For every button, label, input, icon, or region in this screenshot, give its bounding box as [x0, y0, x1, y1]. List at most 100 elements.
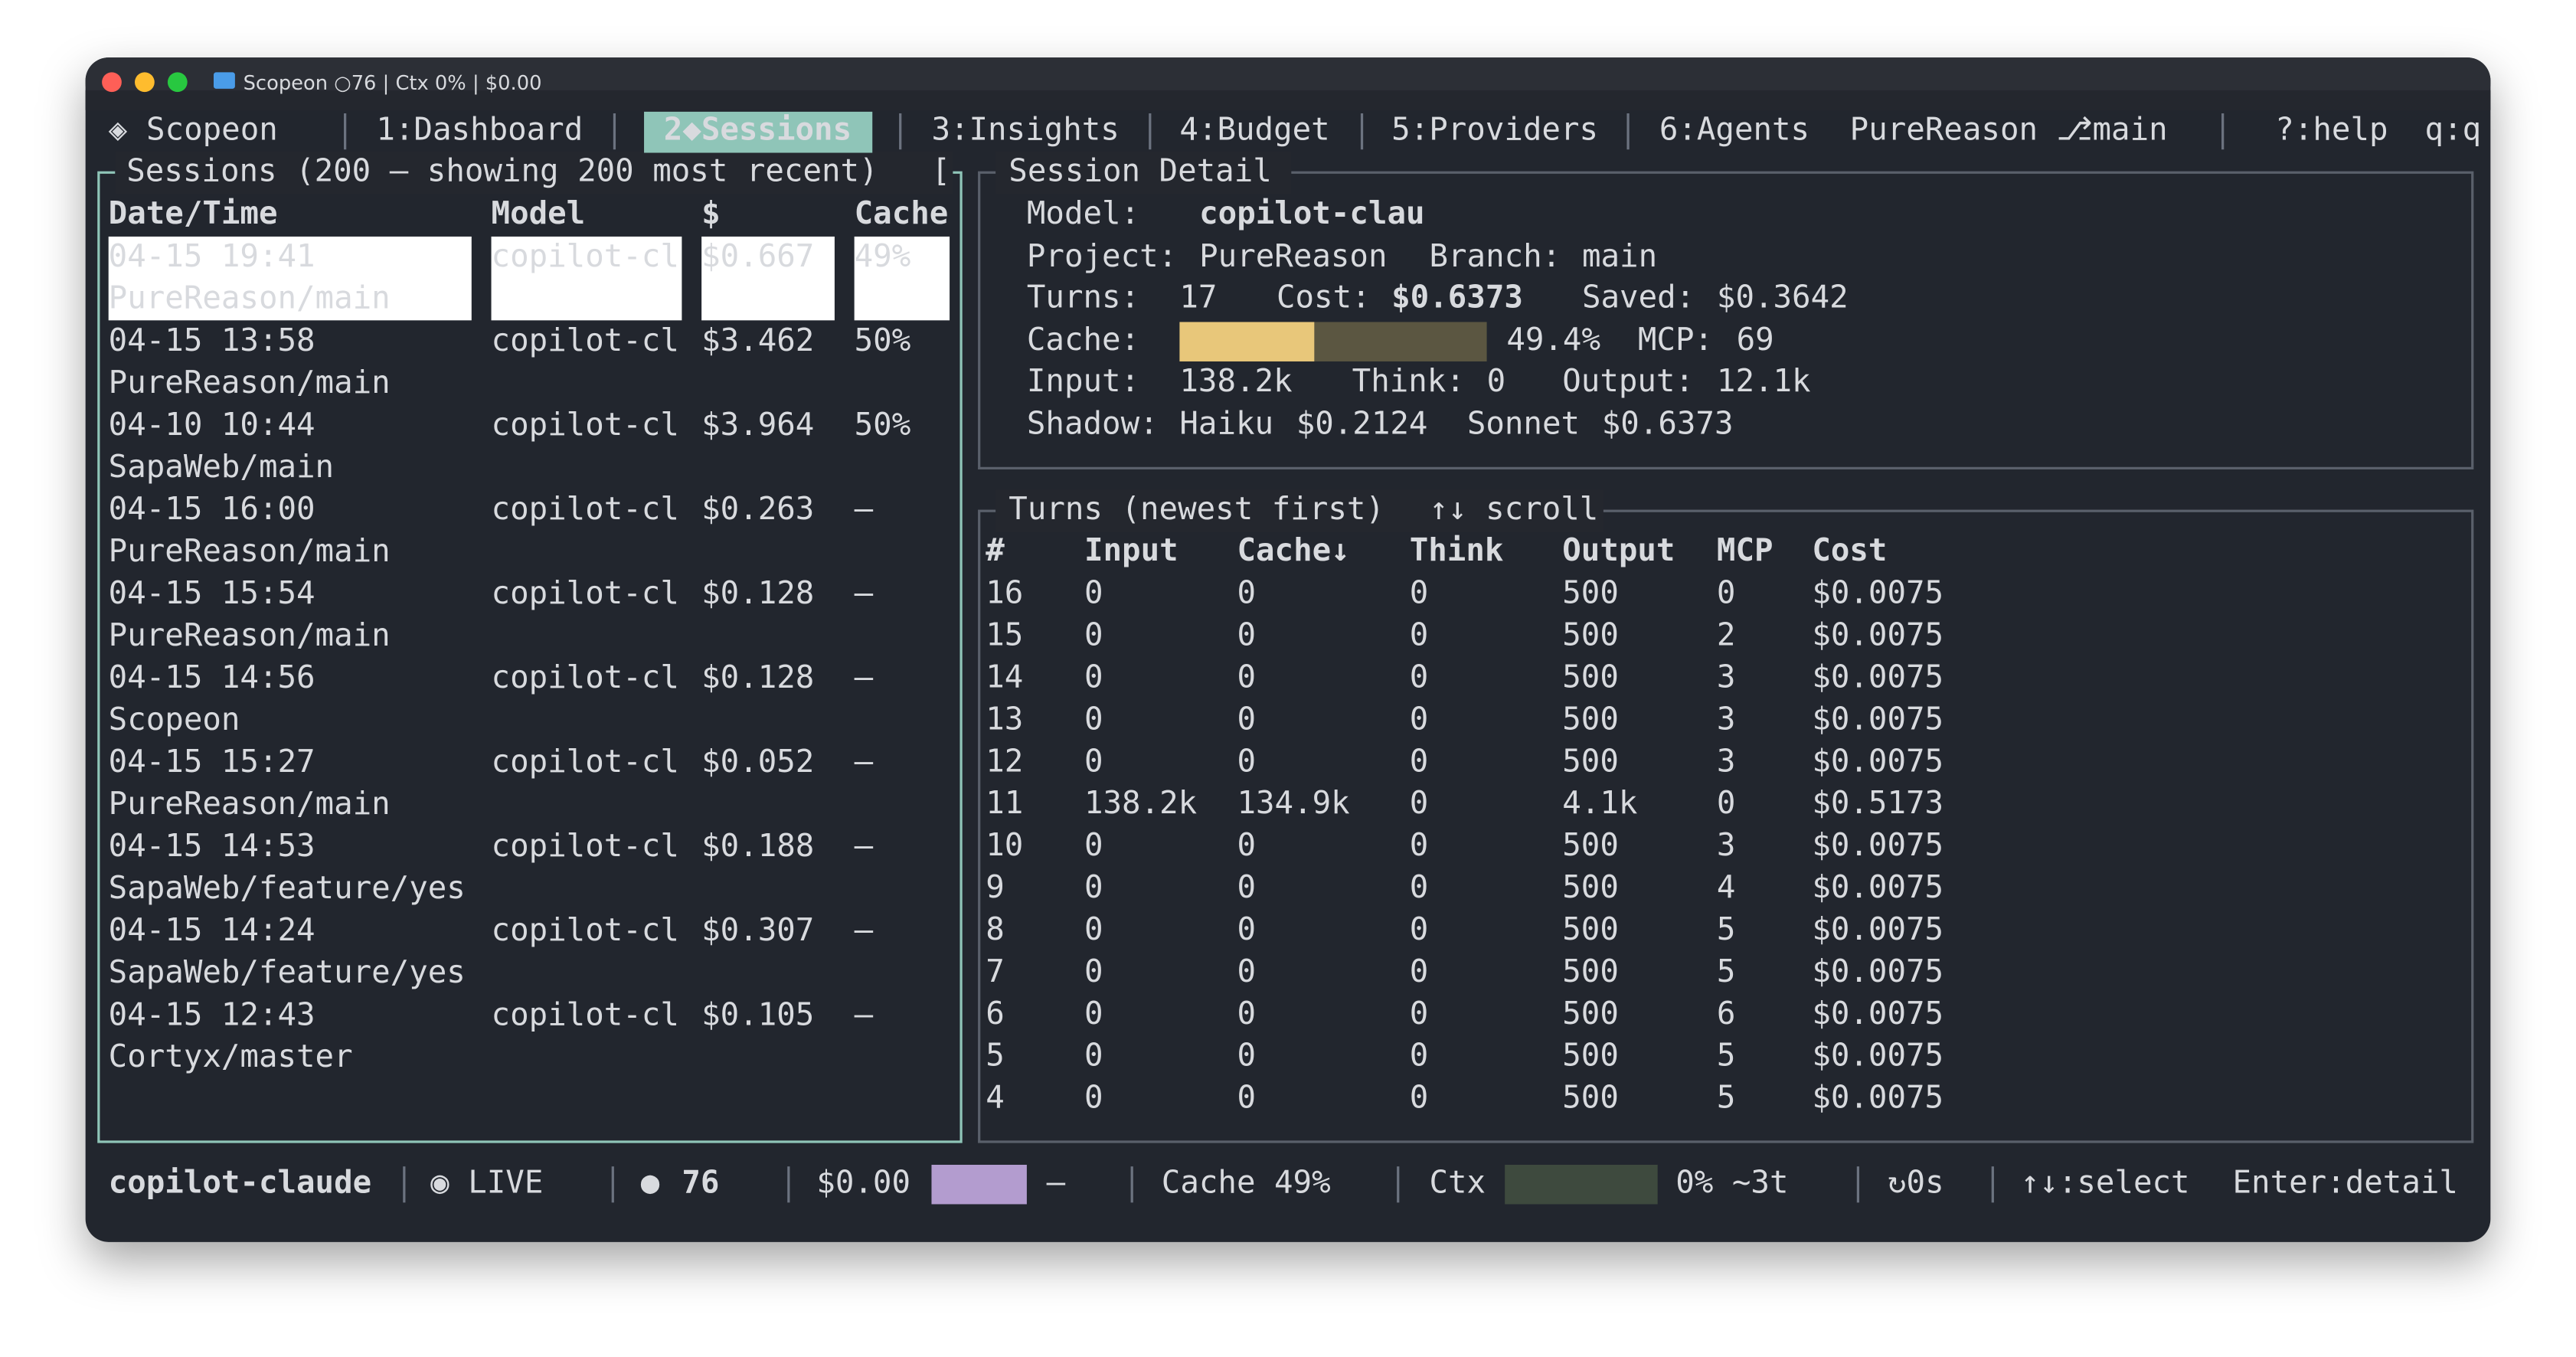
turn-cell: 0 [1237, 700, 1256, 737]
turn-cell: 0 [1237, 826, 1256, 863]
session-cache[interactable]: 49% [855, 237, 911, 274]
session-cost[interactable]: $3.964 [701, 406, 814, 443]
session-model[interactable]: copilot-cl [492, 827, 679, 864]
session-datetime[interactable]: 04-15 14:53 [109, 827, 315, 864]
session-cost[interactable]: $0.128 [701, 574, 814, 611]
session-datetime[interactable]: 04-15 13:58 [109, 322, 315, 358]
project-branch: PureReason ⎇main [1850, 111, 2168, 148]
session-cost[interactable]: $0.105 [701, 996, 814, 1032]
session-datetime[interactable]: 04-15 15:27 [109, 743, 315, 780]
help-hint[interactable]: ?:help [2275, 111, 2388, 148]
cache-bar-fill [1179, 322, 1315, 361]
tab[interactable]: 2◆Sessions [664, 111, 852, 148]
tab[interactable]: 4:Budget [1179, 111, 1329, 148]
turn-cell: 0 [1410, 911, 1429, 947]
session-model[interactable]: copilot-cl [492, 911, 679, 948]
session-model[interactable]: copilot-cl [492, 659, 679, 695]
session-project[interactable]: PureReason/main [109, 616, 391, 653]
session-model[interactable]: copilot-cl [492, 996, 679, 1032]
session-project[interactable]: Scopeon [109, 701, 240, 737]
session-cache[interactable]: 50% [855, 322, 911, 358]
turn-cell: 14 [986, 658, 1023, 695]
detail-turns: 17 [1179, 278, 1217, 315]
session-project[interactable]: Cortyx/master [109, 1038, 353, 1074]
tab[interactable]: 3:Insights [931, 111, 1119, 148]
detail-saved-label: Saved: [1582, 278, 1695, 315]
detail-sonnet: $0.6373 [1602, 405, 1734, 442]
tab[interactable]: 1:Dashboard [376, 111, 583, 148]
session-model[interactable]: copilot-cl [492, 743, 679, 780]
detail-haiku-label: Haiku [1179, 405, 1273, 442]
detail-branch: main [1582, 237, 1657, 274]
session-cache[interactable]: — [855, 574, 874, 611]
session-project[interactable]: PureReason/main [109, 785, 391, 822]
session-cost[interactable]: $3.462 [701, 322, 814, 358]
session-cost[interactable]: $0.188 [701, 827, 814, 864]
title-mask [115, 151, 953, 195]
turn-cell: 8 [986, 911, 1005, 947]
detail-think: 0 [1487, 362, 1506, 399]
session-project[interactable]: PureReason/main [109, 364, 391, 401]
session-datetime[interactable]: 04-15 16:00 [109, 490, 315, 527]
detail-turns-label: Turns: [1027, 278, 1139, 315]
session-cache[interactable]: — [855, 659, 874, 695]
turn-cell: $0.0075 [1812, 868, 1943, 905]
session-project[interactable]: SapaWeb/main [109, 448, 334, 485]
status-count: 76 [682, 1164, 719, 1201]
session-cost[interactable]: $0.307 [701, 911, 814, 948]
session-datetime[interactable]: 04-15 14:56 [109, 659, 315, 695]
detail-shadow-label: Shadow: [1027, 405, 1159, 442]
column-header: Cache [855, 195, 949, 231]
session-datetime[interactable]: 04-15 14:24 [109, 911, 315, 948]
turn-cell: $0.0075 [1812, 911, 1943, 947]
session-datetime[interactable]: 04-15 15:54 [109, 574, 315, 611]
quit-hint[interactable]: q:q [2425, 111, 2482, 148]
detail-cache-label: Cache: [1027, 321, 1139, 358]
session-model[interactable]: copilot-cl [492, 406, 679, 443]
session-datetime[interactable]: 04-15 12:43 [109, 996, 315, 1032]
turn-cell: 0 [1717, 574, 1736, 611]
close-button[interactable] [102, 72, 122, 93]
turn-cell: $0.0075 [1812, 953, 1943, 989]
session-cost[interactable]: $0.128 [701, 659, 814, 695]
turn-cell: 0 [1410, 1037, 1429, 1074]
turn-cell: $0.0075 [1812, 574, 1943, 611]
session-datetime[interactable]: 04-10 10:44 [109, 406, 315, 443]
session-project[interactable]: PureReason/main [109, 280, 391, 316]
turn-cell: 0 [1717, 784, 1736, 821]
session-project[interactable]: PureReason/main [109, 532, 391, 569]
session-cache[interactable]: — [855, 996, 874, 1032]
session-project[interactable]: SapaWeb/feature/yes [109, 953, 466, 990]
session-cache[interactable]: — [855, 490, 874, 527]
tab[interactable]: 5:Providers [1391, 111, 1598, 148]
turn-cell: 5 [1717, 911, 1736, 947]
turn-cell: 0 [1237, 911, 1256, 947]
panel-title-tail: [ [931, 152, 950, 188]
session-project[interactable]: SapaWeb/feature/yes [109, 869, 466, 906]
tab[interactable]: 6:Agents [1659, 111, 1809, 148]
minimize-button[interactable] [135, 72, 155, 93]
session-datetime[interactable]: 04-15 19:41 [109, 237, 315, 274]
turn-cell: 500 [1562, 826, 1619, 863]
selected-cell [701, 236, 835, 321]
zoom-button[interactable] [167, 72, 188, 93]
session-model[interactable]: copilot-cl [492, 322, 679, 358]
turn-cell: 500 [1562, 574, 1619, 611]
detail-branch-label: Branch: [1429, 237, 1561, 274]
session-cost[interactable]: $0.667 [701, 237, 814, 274]
column-header: Cache↓ [1237, 531, 1349, 568]
session-cache[interactable]: — [855, 743, 874, 780]
column-header: MCP [1717, 531, 1773, 568]
turn-cell: 0 [1084, 658, 1103, 695]
count-icon: ● [641, 1164, 660, 1201]
session-cache[interactable]: 50% [855, 406, 911, 443]
session-cache[interactable]: — [855, 911, 874, 948]
turn-cell: 0 [1410, 742, 1429, 779]
detail-project: PureReason [1199, 237, 1387, 274]
session-cost[interactable]: $0.263 [701, 490, 814, 527]
session-model[interactable]: copilot-cl [492, 237, 679, 274]
session-cost[interactable]: $0.052 [701, 743, 814, 780]
session-model[interactable]: copilot-cl [492, 490, 679, 527]
session-cache[interactable]: — [855, 827, 874, 864]
session-model[interactable]: copilot-cl [492, 574, 679, 611]
